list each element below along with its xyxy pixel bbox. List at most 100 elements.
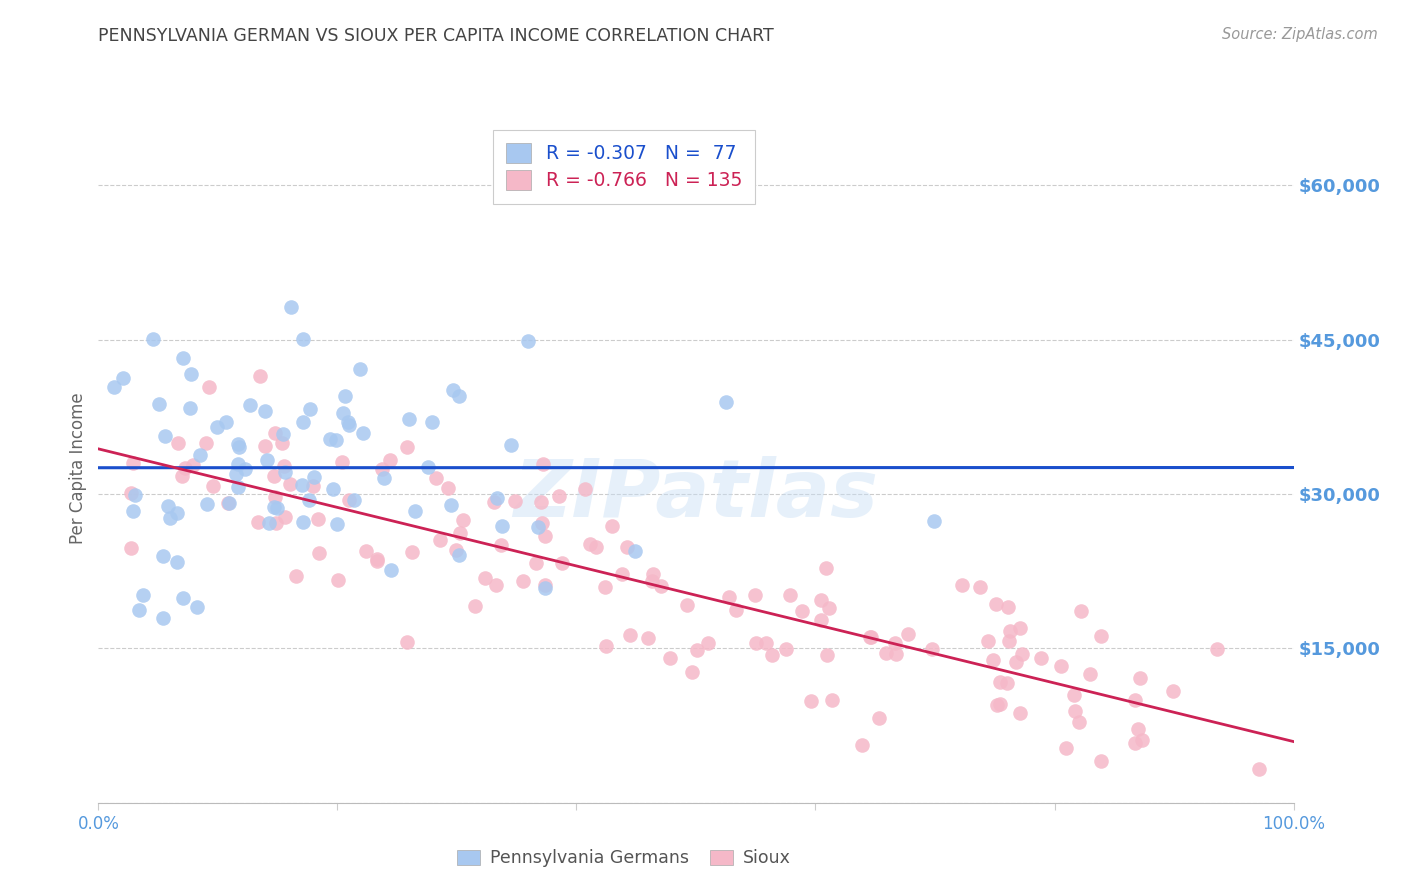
Point [120,541,142,556]
Point [263,469,285,483]
Point [451,513,474,527]
Point [330,455,353,469]
Point [443,383,465,397]
Point [322,482,344,496]
Point [744,588,766,602]
Point [998,634,1021,648]
Point [264,490,287,504]
Point [1054,741,1077,756]
Point [1004,655,1026,669]
Point [205,420,228,434]
Point [370,462,392,476]
Point [422,416,444,430]
Point [181,458,204,473]
Point [437,482,460,496]
Point [153,429,176,443]
Legend: Pennsylvania Germans, Sioux: Pennsylvania Germans, Sioux [450,843,799,874]
Point [256,453,278,467]
Point [527,520,550,534]
Point [676,598,699,612]
Point [354,544,377,558]
Point [981,653,1004,667]
Point [616,540,638,554]
Point [396,440,419,454]
Point [337,417,360,432]
Point [239,398,262,412]
Point [280,300,302,314]
Point [291,415,314,429]
Text: Source: ZipAtlas.com: Source: ZipAtlas.com [1222,27,1378,42]
Point [1064,704,1087,718]
Point [1029,651,1052,665]
Point [194,436,217,450]
Point [342,493,364,508]
Point [600,519,623,533]
Point [859,630,882,644]
Point [366,552,388,566]
Point [681,665,703,679]
Point [337,416,360,430]
Point [291,478,314,492]
Point [197,380,219,394]
Point [815,561,838,575]
Point [637,631,659,645]
Point [969,581,991,595]
Point [266,500,288,515]
Point [534,529,557,543]
Point [610,567,633,582]
Point [319,432,342,446]
Point [274,465,297,479]
Point [1010,621,1032,635]
Point [226,457,249,471]
Point [449,525,471,540]
Point [995,675,1018,690]
Point [1010,706,1032,721]
Point [333,389,356,403]
Point [170,469,193,483]
Point [800,694,823,708]
Point [302,470,325,484]
Point [332,406,354,420]
Point [246,515,269,529]
Point [595,639,617,653]
Point [921,642,943,657]
Point [273,459,295,474]
Point [398,412,420,426]
Point [990,675,1012,690]
Point [815,648,838,663]
Point [977,633,1000,648]
Point [217,496,239,510]
Point [425,471,447,485]
Point [725,603,748,617]
Point [132,588,155,602]
Point [790,605,813,619]
Point [180,367,202,381]
Point [429,533,451,548]
Point [188,448,211,462]
Point [810,593,832,607]
Point [1069,715,1091,730]
Point [875,646,897,660]
Point [257,516,280,530]
Point [401,545,423,559]
Point [302,479,325,493]
Point [254,439,277,453]
Point [988,697,1011,711]
Point [534,578,557,592]
Point [249,369,271,384]
Point [366,554,388,568]
Point [156,499,179,513]
Point [922,514,945,528]
Point [349,362,371,376]
Point [745,635,768,649]
Point [291,333,314,347]
Point [714,394,737,409]
Point [1206,642,1229,657]
Point [624,544,647,558]
Point [896,627,918,641]
Point [851,739,873,753]
Point [172,591,194,605]
Point [818,601,841,615]
Point [1126,722,1149,736]
Point [585,540,607,554]
